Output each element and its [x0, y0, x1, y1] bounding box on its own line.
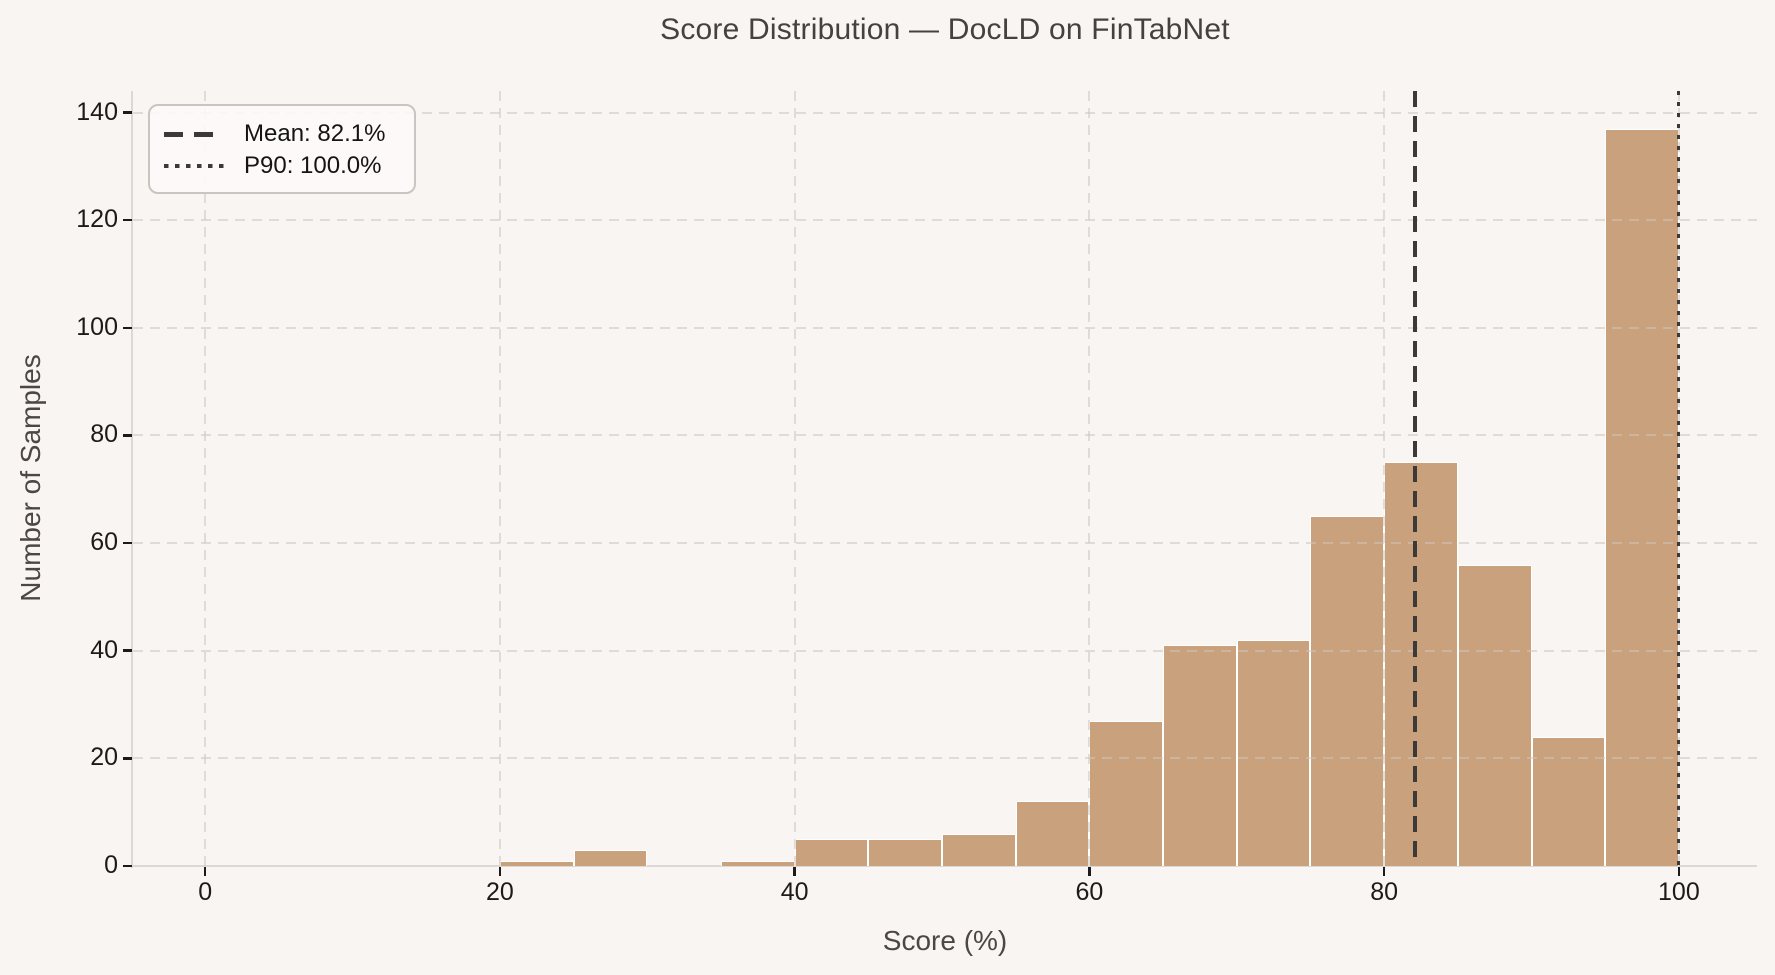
- gridline-y-100: [133, 326, 1757, 329]
- histogram-bar-65-70: [1163, 645, 1237, 866]
- gridline-y-140: [133, 111, 1757, 114]
- x-tick-label-60: 60: [1075, 878, 1104, 906]
- y-tick-120: [123, 218, 132, 222]
- x-tick-label-40: 40: [780, 878, 809, 906]
- gridline-y-60: [133, 542, 1757, 545]
- gridline-x-20: [498, 91, 501, 866]
- y-tick-label-20: 20: [90, 743, 118, 772]
- y-axis-label: Number of Samples: [15, 354, 46, 602]
- y-tick-label-80: 80: [90, 420, 118, 449]
- histogram-bar-75-80: [1310, 516, 1385, 866]
- y-tick-80: [123, 434, 132, 437]
- histogram-bar-45-50: [868, 839, 943, 866]
- histogram-bar-35-40: [721, 860, 795, 866]
- gridline-x-60: [1088, 91, 1091, 866]
- y-tick-0: [123, 864, 132, 868]
- y-tick-140: [123, 111, 132, 114]
- histogram-bar-20-25: [499, 860, 574, 866]
- y-tick-40: [123, 649, 132, 652]
- x-tick-20: [498, 867, 502, 876]
- gridline-x-80: [1383, 91, 1386, 866]
- gridline-y-40: [133, 649, 1757, 652]
- histogram-bar-85-90: [1457, 564, 1532, 866]
- y-tick-label-40: 40: [90, 635, 118, 664]
- legend-item-p90: P90: 100.0%: [164, 150, 400, 182]
- histogram-bar-55-60: [1015, 801, 1090, 866]
- x-axis-label: Score (%): [882, 925, 1008, 956]
- x-tick-60: [1088, 867, 1091, 876]
- mean-dashed-line-sample: [164, 131, 224, 137]
- y-tick-label-140: 140: [76, 97, 118, 126]
- y-tick-20: [123, 757, 132, 760]
- mean-line: [1413, 91, 1418, 866]
- x-tick-0: [203, 867, 207, 876]
- histogram-bar-95-100: [1605, 128, 1679, 866]
- y-tick-60: [123, 541, 132, 545]
- histogram-bar-70-75: [1236, 639, 1311, 866]
- gridline-y-20: [133, 757, 1757, 760]
- x-tick-label-80: 80: [1370, 878, 1399, 906]
- chart-title: Score Distribution — DocLD on FinTabNet: [660, 13, 1230, 46]
- x-axis-spine: [131, 865, 1757, 867]
- p90-dotted-line-sample: [164, 164, 224, 168]
- x-tick-100: [1677, 867, 1681, 876]
- gridline-x-40: [793, 91, 796, 866]
- p90-line: [1676, 91, 1681, 866]
- gridline-y-120: [133, 219, 1757, 222]
- y-tick-label-100: 100: [76, 312, 118, 341]
- x-tick-40: [793, 867, 796, 876]
- legend-item-mean: Mean: 82.1%: [164, 118, 400, 150]
- x-tick-label-100: 100: [1658, 878, 1700, 906]
- histogram-bar-80-85: [1384, 462, 1458, 866]
- legend-label-mean: Mean: 82.1%: [244, 120, 386, 147]
- y-axis-spine: [131, 91, 133, 868]
- x-tick-80: [1382, 867, 1386, 876]
- gridline-y-80: [133, 434, 1757, 437]
- y-tick-100: [123, 326, 132, 330]
- legend-label-p90: P90: 100.0%: [244, 152, 382, 179]
- gridline-x-0: [204, 91, 207, 866]
- x-tick-label-20: 20: [486, 878, 514, 906]
- histogram-bar-90-95: [1531, 736, 1606, 866]
- histogram-bar-25-30: [573, 849, 648, 866]
- histogram-bar-60-65: [1089, 720, 1164, 866]
- plot-area: Mean: 82.1% P90: 100.0%: [133, 91, 1757, 866]
- y-tick-label-60: 60: [90, 528, 118, 557]
- x-tick-label-0: 0: [198, 878, 213, 906]
- histogram-bar-50-55: [942, 833, 1016, 866]
- histogram-bar-40-45: [794, 839, 869, 866]
- legend: Mean: 82.1% P90: 100.0%: [148, 104, 416, 194]
- y-tick-label-0: 0: [104, 851, 118, 879]
- y-tick-label-120: 120: [76, 205, 118, 234]
